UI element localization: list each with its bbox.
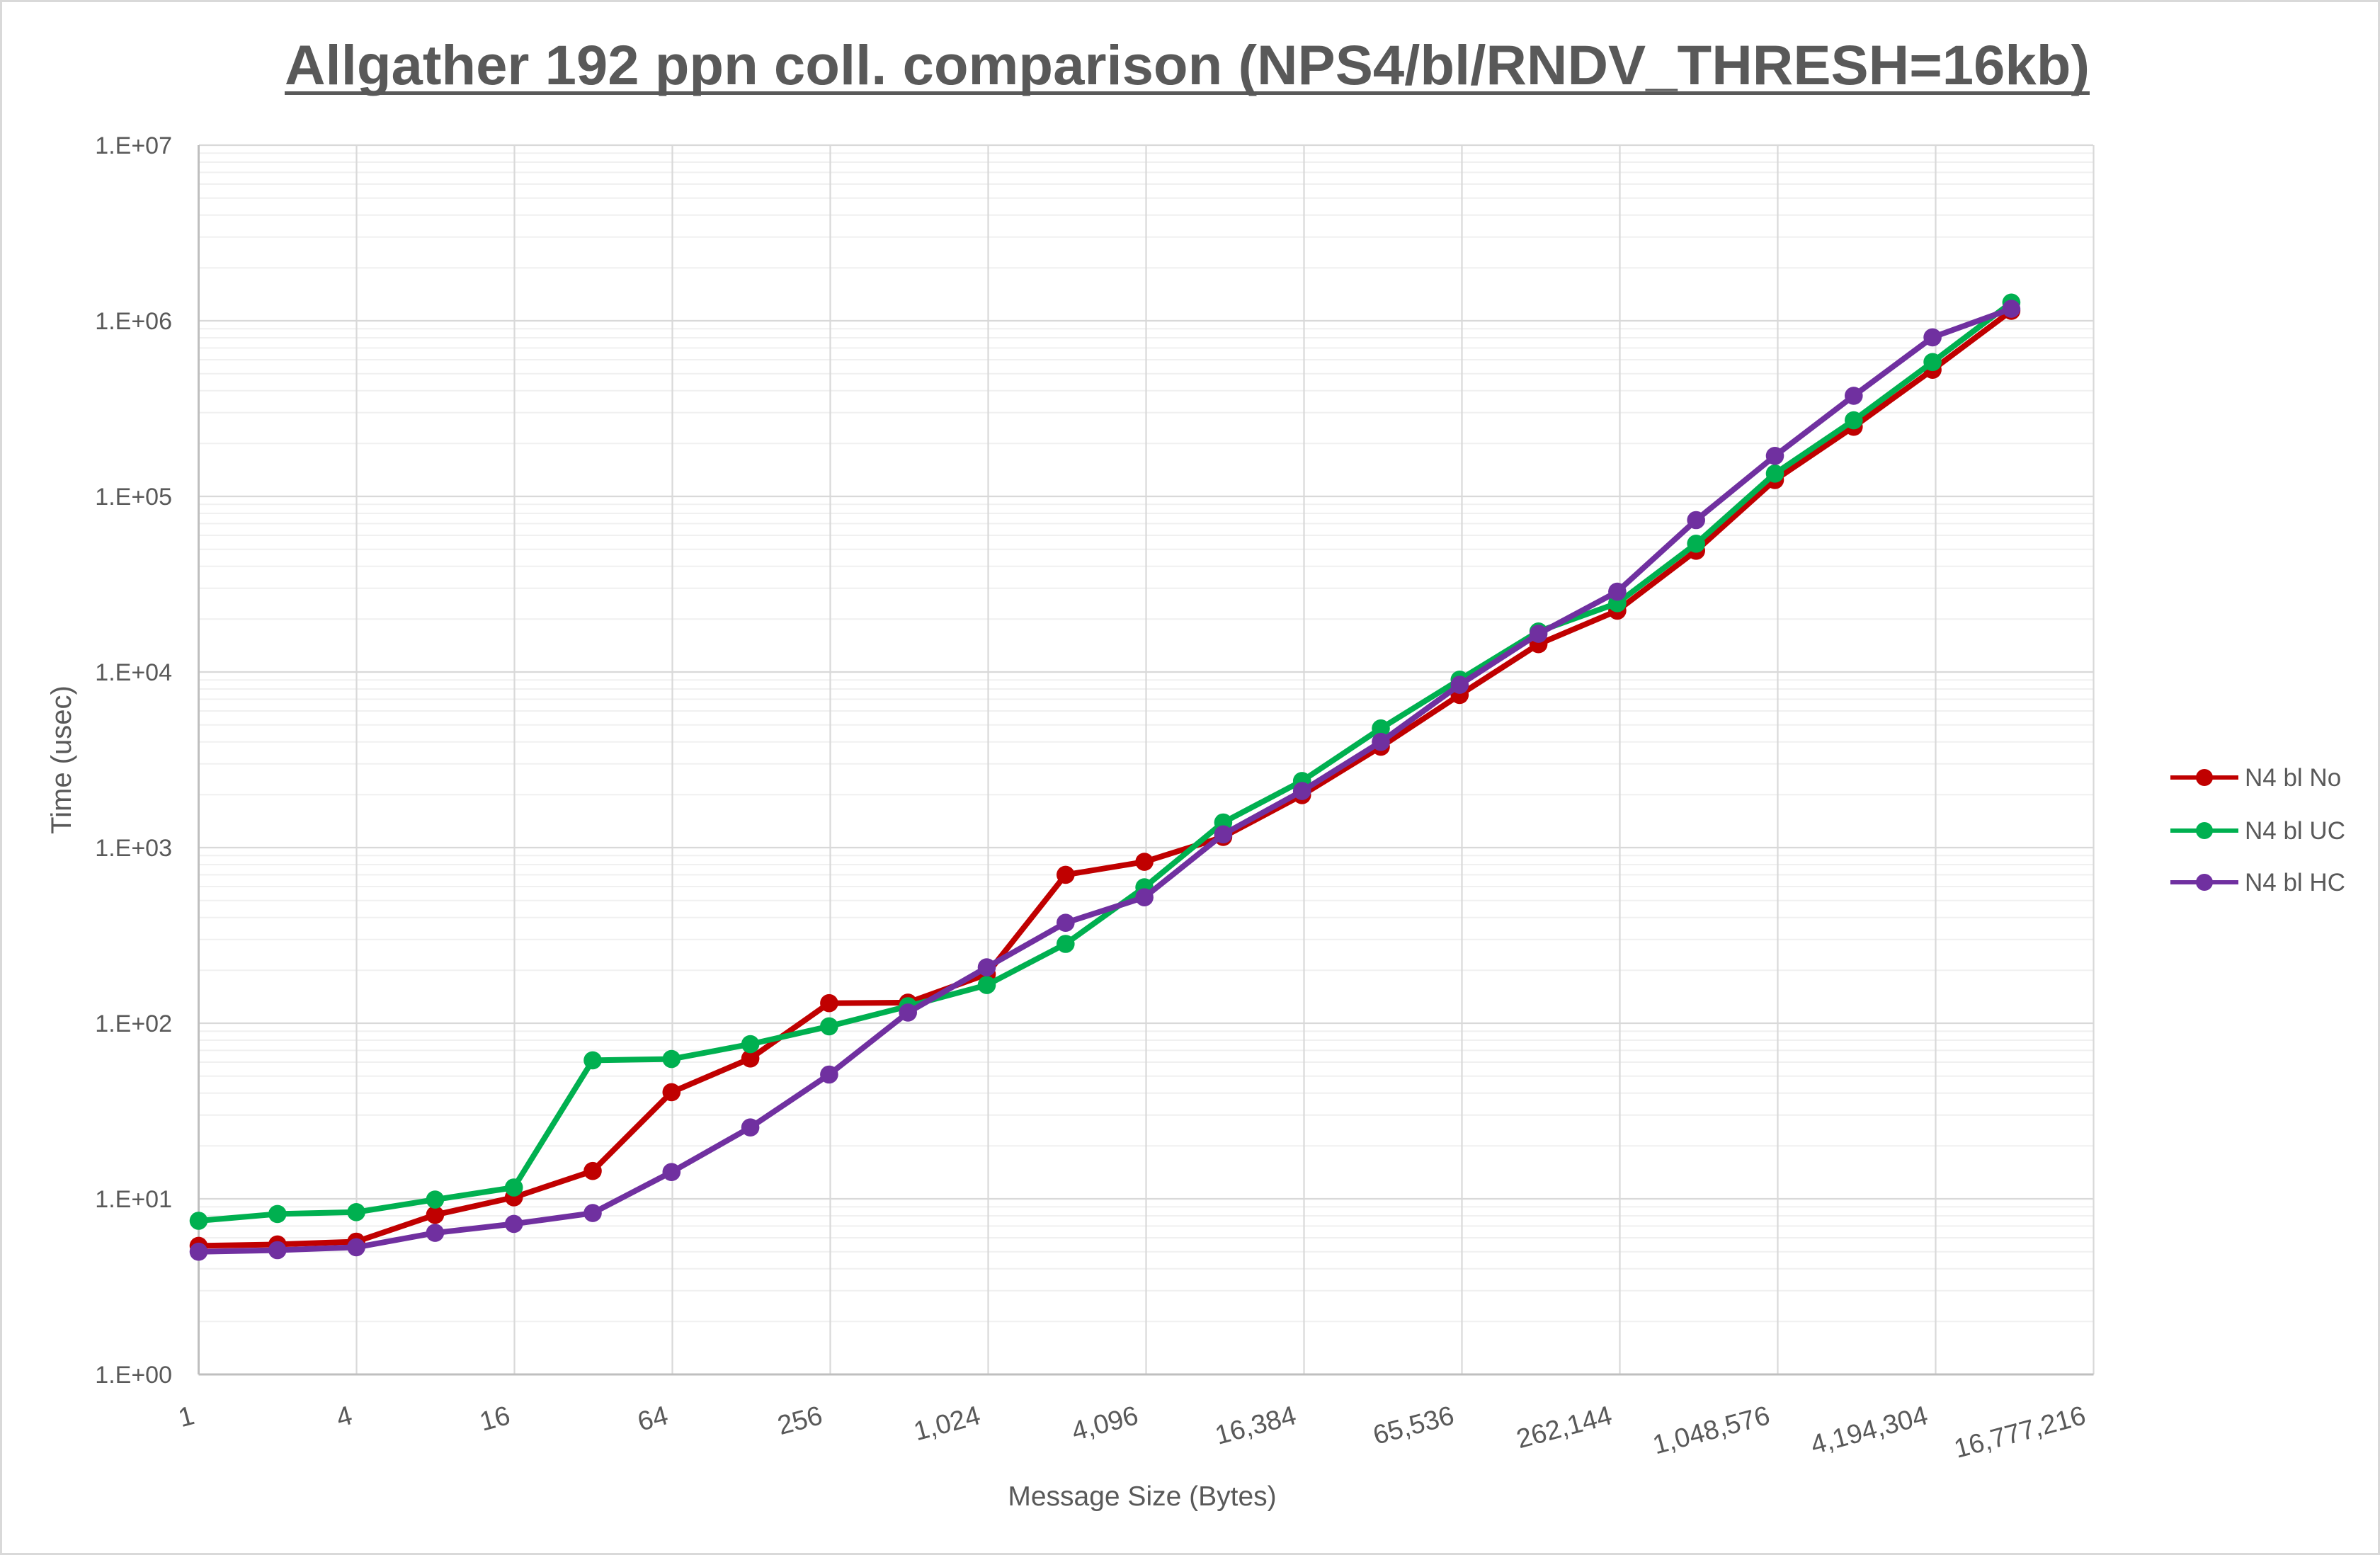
svg-text:Time (usec): Time (usec) <box>46 685 77 834</box>
svg-text:1.E+00: 1.E+00 <box>95 1362 172 1389</box>
svg-text:1.E+04: 1.E+04 <box>95 659 172 686</box>
svg-text:1.E+03: 1.E+03 <box>95 835 172 862</box>
svg-text:Message Size (Bytes): Message Size (Bytes) <box>1008 1481 1276 1512</box>
svg-text:1.E+01: 1.E+01 <box>95 1186 172 1213</box>
svg-text:N4 bl No: N4 bl No <box>2245 764 2341 792</box>
svg-text:N4 bl HC: N4 bl HC <box>2245 869 2345 896</box>
svg-text:1.E+06: 1.E+06 <box>95 308 172 335</box>
svg-text:N4 bl UC: N4 bl UC <box>2245 817 2345 845</box>
svg-text:1.E+05: 1.E+05 <box>95 484 172 511</box>
svg-text:Allgather 192 ppn coll. compar: Allgather 192 ppn coll. comparison (NPS4… <box>285 33 2090 96</box>
svg-text:1.E+02: 1.E+02 <box>95 1010 172 1037</box>
svg-text:1.E+07: 1.E+07 <box>95 132 172 159</box>
